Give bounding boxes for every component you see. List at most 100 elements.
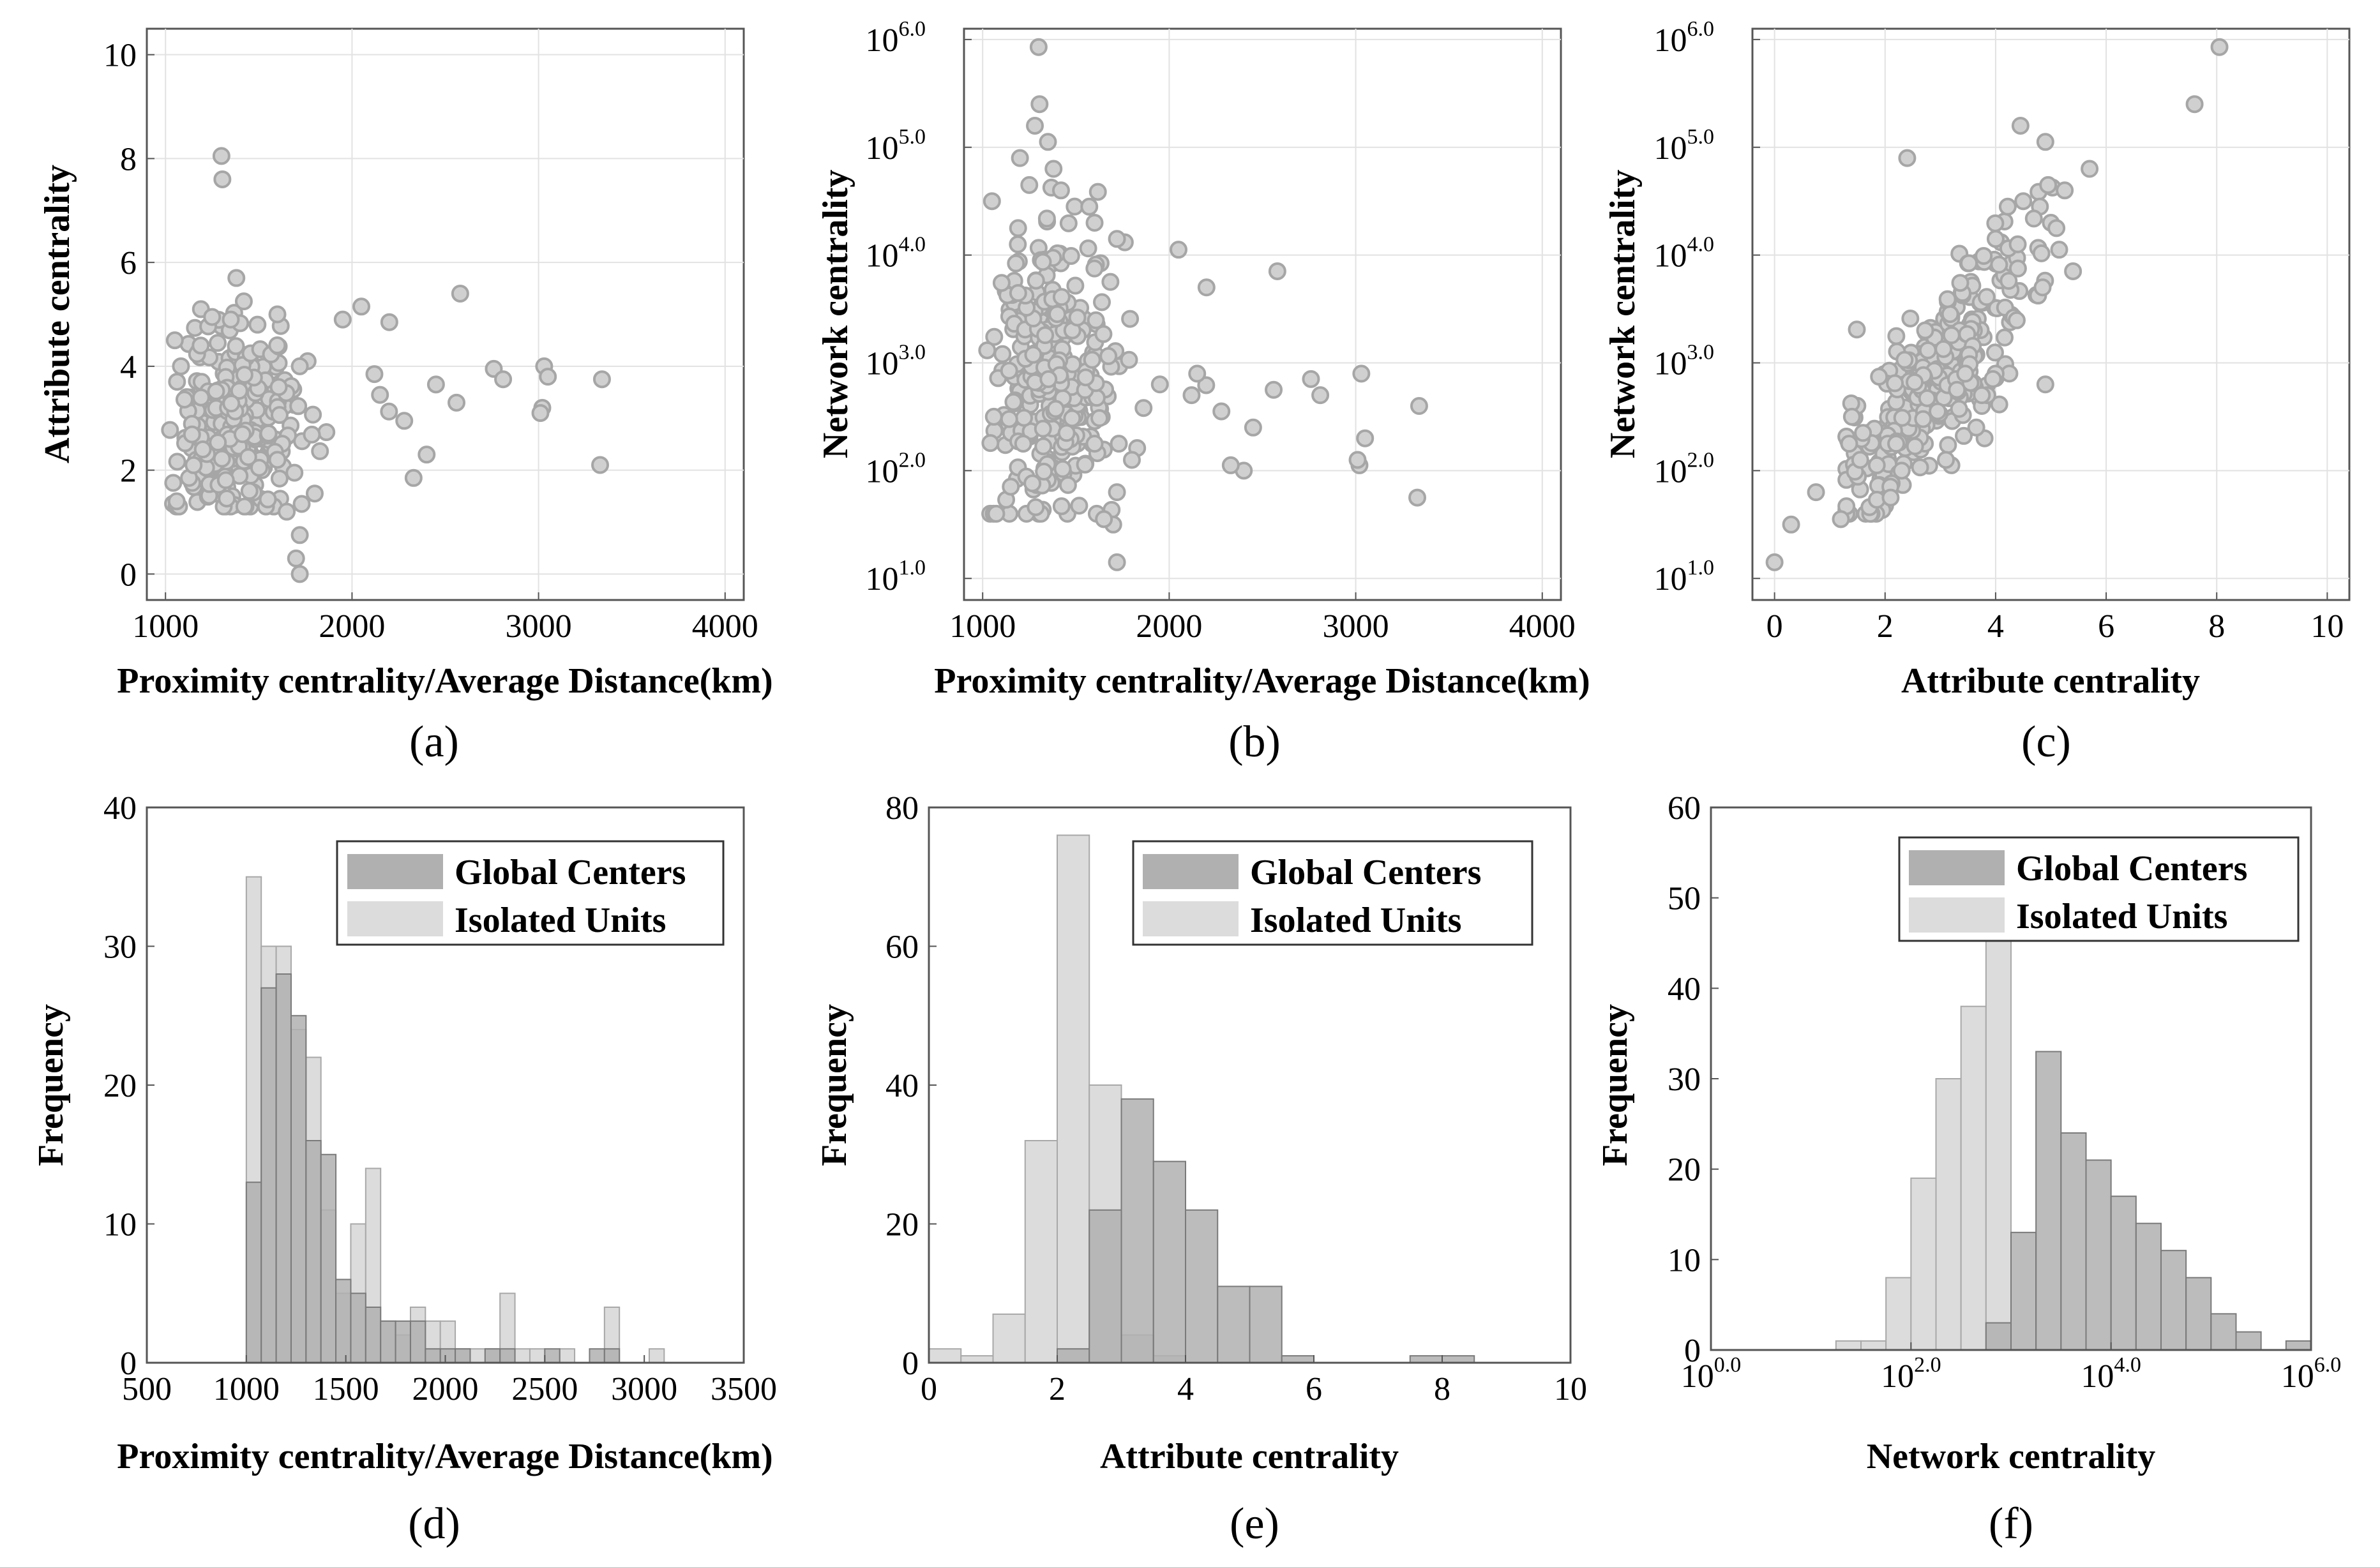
scatter-point [317, 423, 336, 442]
scatter-point [1221, 456, 1240, 474]
scatter-point [1009, 284, 1027, 303]
scatter-point [216, 471, 235, 490]
y-axis-label-c: Network centrality [1603, 170, 1643, 459]
scatter-point [167, 492, 186, 511]
panel-label-c: (c) [2021, 717, 2071, 767]
scatter-point [303, 425, 321, 444]
axes-frame-a [146, 27, 745, 601]
y-tick-label: 20 [103, 1068, 137, 1104]
scatter-point [2008, 235, 2027, 253]
scatter-point [289, 397, 308, 416]
x-tick-label: 3500 [711, 1371, 777, 1407]
histogram-bar-isolated [928, 1348, 962, 1363]
x-tick-label: 4 [1177, 1371, 1194, 1407]
histogram-bar-isolated [1910, 1177, 1937, 1351]
scatter-point [985, 327, 1004, 346]
scatter-point [365, 365, 384, 384]
scatter-point [395, 412, 414, 430]
scatter-point [1901, 309, 1920, 327]
histogram-bar-global [425, 1348, 441, 1363]
scatter-point [172, 357, 190, 375]
scatter-point [1059, 214, 1078, 232]
histogram-bar-global [1185, 1209, 1219, 1363]
scatter-point [1914, 410, 1932, 428]
y-tick-label: 104.0 [1654, 233, 1715, 274]
scatter-point [1311, 386, 1330, 405]
scatter-point [1085, 259, 1104, 278]
histogram-bar-isolated [529, 1348, 546, 1363]
histogram-bar-global [589, 1348, 605, 1363]
scatter-point [1410, 397, 1428, 416]
scatter-point [978, 341, 997, 359]
scatter-point [1002, 477, 1020, 496]
scatter-point [1854, 424, 1872, 442]
histogram-bar-isolated [1835, 1340, 1862, 1351]
scatter-point [1039, 133, 1057, 151]
scatter-point [1265, 380, 1283, 399]
y-axis-label-e: Frequency [815, 1004, 854, 1166]
scatter-point [1034, 419, 1052, 438]
scatter-point [2050, 241, 2068, 259]
y-tick-label: 103.0 [866, 340, 926, 382]
scatter-point [1887, 327, 1906, 345]
scatter-point [227, 337, 245, 356]
legend-swatch-global-f [1909, 850, 2005, 885]
scatter-point [1088, 183, 1107, 201]
scatter-point [234, 292, 253, 311]
histogram-bar-isolated [1885, 1277, 1912, 1351]
scatter-point [1986, 214, 2005, 232]
scatter-point [2011, 116, 2030, 135]
scatter-point [1036, 326, 1055, 345]
histogram-bar-global [1442, 1355, 1475, 1363]
scatter-point [1120, 350, 1138, 369]
x-axis-label-a: Proximity centrality/Average Distance(km… [117, 661, 772, 701]
histogram-bar-global [2010, 1231, 2037, 1351]
histogram-bar-global [1281, 1355, 1314, 1363]
scatter-point [292, 495, 311, 513]
scatter-point [1832, 510, 1850, 529]
histogram-bar-global [2235, 1331, 2262, 1351]
histogram-bar-global [2035, 1051, 2062, 1351]
scatter-point [2024, 209, 2043, 228]
scatter-point [227, 269, 246, 287]
histogram-bar-global [395, 1320, 411, 1363]
scatter-point [380, 402, 398, 421]
scatter-point [222, 394, 241, 413]
scatter-point [1101, 273, 1120, 291]
y-tick-exponent: 6.0 [899, 17, 926, 41]
panel-b: 1000 2000 3000 4000 101.0 102.0 103.0 104.0 105.… [816, 17, 1590, 767]
scatter-point [1087, 311, 1105, 329]
histogram-bar-global [455, 1348, 471, 1363]
scatter-point [193, 440, 212, 459]
scatter-point [168, 373, 186, 391]
scatter-point [1302, 370, 1320, 388]
scatter-point [1052, 288, 1071, 306]
scatter-point [235, 497, 253, 516]
scatter-point [1842, 407, 1861, 426]
legend-label-isolated-e: Isolated Units [1250, 901, 1461, 940]
x-axis-label-c: Attribute centrality [1901, 661, 2200, 701]
y-tick-exponent: 5.0 [899, 125, 926, 149]
scatter-point [209, 334, 227, 352]
histogram-bar-isolated [960, 1355, 994, 1363]
scatter-point [1083, 350, 1101, 369]
axes-frame-c [1751, 27, 2351, 601]
y-tick-exponent: 6.0 [1687, 17, 1715, 41]
legend-d: Global Centers Isolated Units [336, 840, 725, 946]
y-tick-label: 102.0 [866, 448, 926, 490]
scatter-point [2185, 95, 2204, 114]
y-tick-label: 102.0 [1654, 448, 1715, 490]
scatter-point [1085, 435, 1104, 453]
scatter-point [1986, 230, 2005, 248]
scatter-point [1020, 176, 1039, 194]
scatter-point [1029, 38, 1048, 56]
y-tick-label: 40 [1668, 971, 1701, 1007]
scatter-point [1951, 274, 1970, 292]
histogram-bar-global [1088, 1209, 1122, 1363]
y-tick-label: 0 [120, 1346, 137, 1382]
scatter-point [1881, 488, 1900, 507]
scatter-point [1916, 321, 1934, 340]
histogram-bar-global [1249, 1286, 1283, 1363]
scatter-point [2036, 133, 2054, 151]
scatter-point [1352, 364, 1371, 383]
